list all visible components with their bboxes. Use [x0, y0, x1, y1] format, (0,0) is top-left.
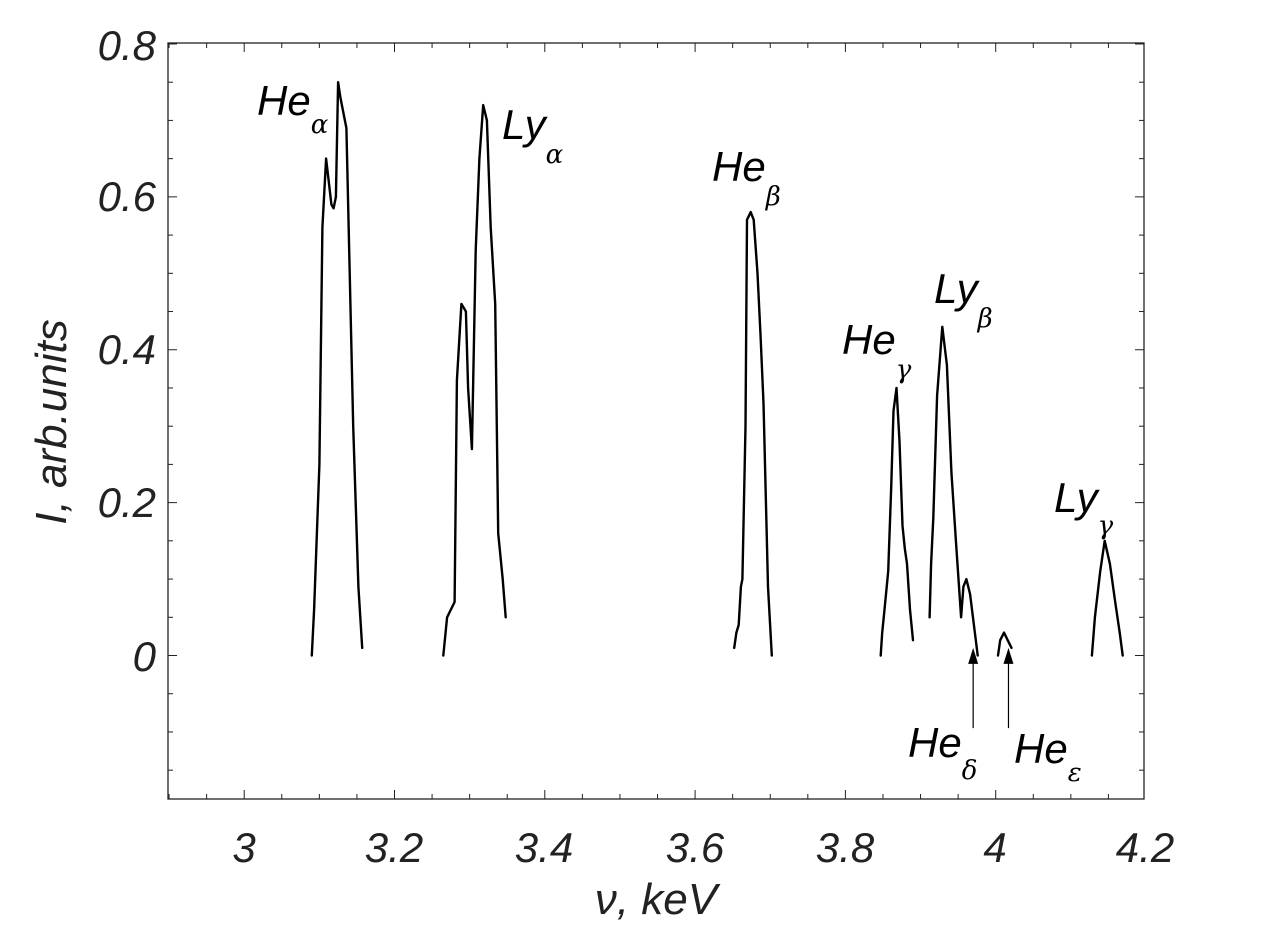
- series-layer: [310, 80, 1124, 657]
- spectrum-peak-line: [879, 386, 915, 657]
- x-tick-label: 3.4: [515, 824, 573, 871]
- peak-label-ly-alpha: Lyα: [502, 101, 564, 170]
- spectrum-peak-line: [442, 103, 507, 657]
- plot-frame: [167, 42, 1145, 800]
- peak-label-he-alpha: Heα: [257, 77, 329, 140]
- x-axis-title: ν, keV: [595, 875, 721, 924]
- x-tick-label: 3.2: [365, 824, 423, 871]
- axis-ticks: [168, 43, 1144, 799]
- peak-label-ly-gamma: Lyγ: [1054, 474, 1114, 541]
- y-tick-label: 0.4: [98, 326, 156, 373]
- peak-label-he-gamma: Heγ: [842, 316, 912, 385]
- y-axis-title: I, arb.units: [27, 319, 76, 524]
- spectrum-peak-line: [996, 631, 1013, 657]
- y-tick-label: 0.8: [98, 22, 157, 69]
- x-tick-label: 4.2: [1116, 824, 1174, 871]
- spectrum-peak-line: [1090, 539, 1124, 657]
- arrow-head: [1003, 647, 1014, 664]
- y-tick-label: 0: [133, 633, 157, 680]
- spectrum-peak-line: [733, 210, 773, 657]
- x-tick-label: 4: [983, 824, 1006, 871]
- peak-label-he-epsilon: Heε: [1014, 725, 1082, 788]
- peak-label-ly-beta: Lyβ: [934, 265, 993, 334]
- spectrum-peak-line: [928, 325, 979, 657]
- y-tick-label: 0.6: [98, 173, 157, 220]
- x-tick-label: 3.8: [816, 824, 875, 871]
- spectrum-peak-line: [310, 80, 364, 657]
- peak-label-he-delta: Heδ: [908, 719, 977, 786]
- x-tick-label: 3.6: [666, 824, 725, 871]
- arrow-head: [968, 647, 979, 664]
- x-tick-label: 3: [232, 824, 255, 871]
- y-tick-label: 0.2: [98, 479, 156, 526]
- peak-label-he-beta: Heβ: [712, 143, 781, 212]
- arrows-layer: [968, 647, 1014, 729]
